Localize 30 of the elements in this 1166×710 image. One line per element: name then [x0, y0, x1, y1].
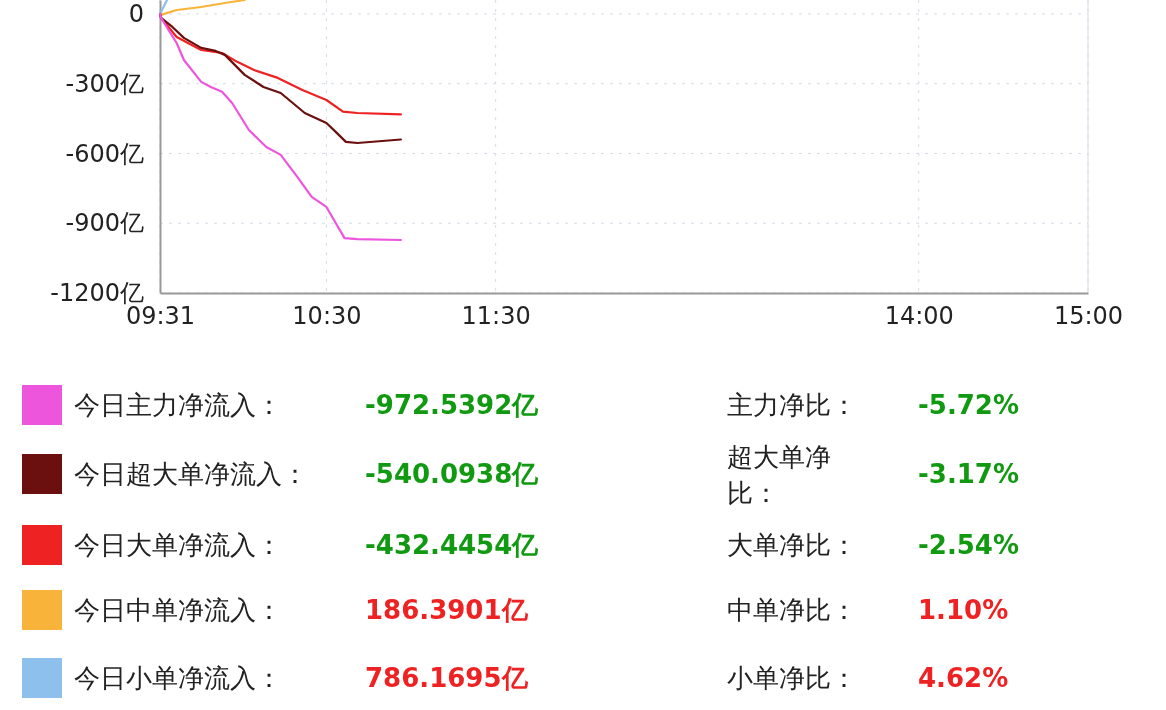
- legend-label: 今日主力净流入：: [74, 390, 282, 420]
- text: 186.3901亿: [365, 595, 529, 625]
- text: 中单净比：: [727, 595, 857, 625]
- y-tick-label: -300亿: [65, 69, 144, 98]
- y-tick-label: -900亿: [65, 209, 144, 238]
- text: -5.72%: [918, 390, 1019, 420]
- x-tick-label: 14:00: [884, 302, 954, 331]
- y-tick-label: 0: [128, 0, 144, 29]
- y-tick-label: -600亿: [65, 139, 144, 168]
- legend-label: 今日超大单净流入：: [74, 459, 308, 489]
- legend-label: 今日大单净流入：: [74, 530, 282, 560]
- line-series: [158, 0, 246, 16]
- text: 4.62%: [918, 663, 1009, 693]
- x-tick-label: 11:30: [461, 302, 531, 331]
- text: 大单净比：: [727, 530, 857, 560]
- text: 超大单净比：: [727, 442, 831, 508]
- x-tick-label: 15:00: [1053, 302, 1124, 331]
- text: 1.10%: [918, 595, 1009, 625]
- x-tick-label: 10:30: [292, 302, 362, 331]
- legend-label: 今日小单净流入：: [74, 663, 282, 693]
- line-series: [158, 12, 402, 242]
- text: -972.5392亿: [365, 390, 540, 420]
- text: -2.54%: [918, 530, 1019, 560]
- legend-label: 今日中单净流入：: [74, 595, 282, 625]
- text: -3.17%: [918, 459, 1019, 489]
- text: 小单净比：: [727, 663, 857, 693]
- text: 786.1695亿: [365, 663, 529, 693]
- text: -540.0938亿: [365, 459, 540, 489]
- text: 主力净比：: [727, 390, 857, 420]
- text: -432.4454亿: [365, 530, 540, 560]
